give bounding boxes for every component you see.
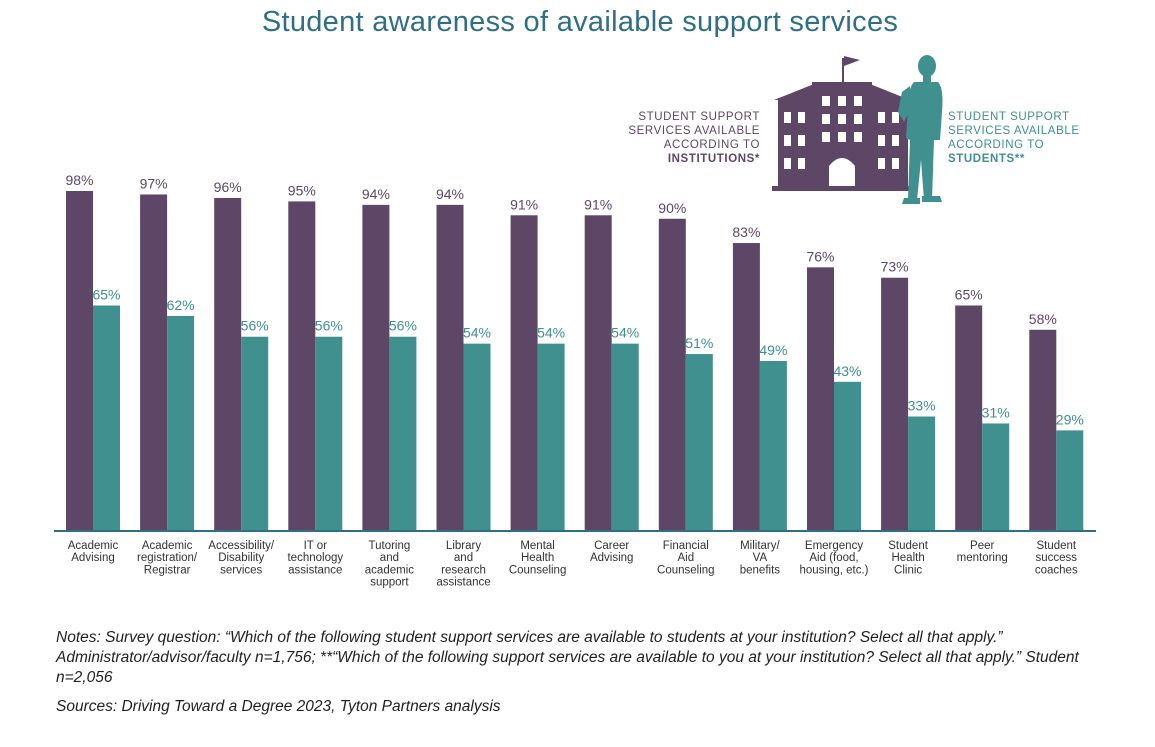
x-tick-label: Tutoring and academic support: [365, 540, 414, 589]
value-label-institutions: 76%: [806, 248, 834, 264]
value-label-institutions: 96%: [214, 179, 242, 195]
x-tick-label: Mental Health Counseling: [509, 540, 567, 576]
x-tick-label: Career Advising: [590, 540, 633, 564]
legend-institutions-line: ACCORDING TO: [663, 139, 760, 151]
x-tick-label: Student Health Clinic: [888, 540, 928, 576]
value-label-students: 65%: [92, 286, 120, 302]
legend-students-line: ACCORDING TO: [948, 139, 1045, 151]
bar-institutions: [140, 194, 168, 531]
value-label-institutions: 91%: [584, 196, 612, 212]
bar-students: [537, 343, 565, 531]
bar-institutions: [214, 197, 242, 531]
x-tick-label: IT or technology assistance: [287, 540, 343, 576]
bar-students: [167, 315, 195, 531]
bar-students: [315, 336, 343, 531]
value-label-institutions: 97%: [140, 175, 168, 191]
bar-students: [685, 354, 713, 531]
bar-institutions: [1029, 329, 1057, 531]
x-tick-label: Academic Advising: [68, 540, 119, 564]
value-label-institutions: 65%: [955, 286, 983, 302]
bar-institutions: [436, 204, 464, 531]
bar-institutions: [732, 243, 760, 531]
legend-students-line: SERVICES AVAILABLE: [948, 125, 1080, 137]
value-label-students: 62%: [167, 297, 195, 313]
bar-students: [611, 343, 639, 531]
value-label-institutions: 98%: [65, 172, 93, 188]
bar-institutions: [658, 218, 686, 531]
bar-students: [759, 361, 787, 531]
x-tick-label: Library and research assistance: [436, 540, 490, 589]
bar-institutions: [955, 305, 983, 531]
value-label-students: 54%: [463, 325, 491, 341]
value-label-institutions: 94%: [362, 186, 390, 202]
legend-students: STUDENT SUPPORT SERVICES AVAILABLE ACCOR…: [948, 110, 1128, 166]
value-label-institutions: 91%: [510, 196, 538, 212]
bar-students: [241, 336, 269, 531]
bar-institutions: [584, 215, 612, 532]
student-silhouette-icon: [898, 55, 943, 204]
bar-students: [389, 336, 417, 531]
value-label-students: 29%: [1056, 411, 1084, 427]
x-tick-label: Accessibility/Disability services: [208, 540, 275, 576]
value-label-students: 54%: [537, 325, 565, 341]
value-label-institutions: 83%: [732, 224, 760, 240]
value-label-students: 56%: [389, 318, 417, 334]
chart-title: Student awareness of available support s…: [261, 6, 899, 38]
x-tick-label: Emergency Aid (food, housing, etc.): [799, 540, 868, 576]
x-tick-label: Student success coaches: [1035, 540, 1078, 576]
bar-students: [982, 423, 1010, 531]
bar-students: [834, 381, 861, 531]
bar-students: [93, 305, 120, 531]
bar-institutions: [362, 204, 390, 531]
value-label-students: 43%: [833, 363, 861, 379]
x-tick-label: Financial Aid Counseling: [657, 540, 715, 576]
bar-students: [463, 343, 491, 531]
value-label-students: 56%: [241, 318, 269, 334]
value-label-institutions: 95%: [288, 182, 316, 198]
value-label-institutions: 94%: [436, 186, 464, 202]
value-label-students: 31%: [982, 404, 1010, 420]
value-label-students: 49%: [759, 342, 787, 358]
x-tick-label: Peer mentoring: [957, 540, 1008, 564]
value-label-students: 51%: [685, 335, 713, 351]
bar-students: [1056, 430, 1084, 531]
notes-text: Notes: Survey question: “Which of the fo…: [56, 629, 1079, 686]
bar-chart: 98% 65% 97% 62% 96% 56% 95% 56% 94% 56% 94% 54% 91% 5…: [54, 55, 1096, 589]
legend-institutions-bold: INSTITUTIONS*: [667, 153, 760, 165]
school-windows: [784, 96, 899, 186]
value-label-students: 33%: [908, 398, 936, 414]
sources-text: Sources: Driving Toward a Degree 2023, T…: [56, 698, 501, 715]
legend-institutions-line: SERVICES AVAILABLE: [628, 125, 760, 137]
legend-students-bold: STUDENTS**: [948, 153, 1025, 165]
legend-institutions: STUDENT SUPPORT SERVICES AVAILABLE ACCOR…: [580, 110, 760, 166]
bar-institutions: [288, 201, 316, 532]
value-label-institutions: 73%: [881, 259, 909, 275]
bar-institutions: [66, 191, 93, 531]
bar-students: [908, 416, 936, 531]
value-label-institutions: 90%: [658, 200, 686, 216]
value-label-institutions: 58%: [1029, 311, 1057, 327]
value-label-students: 56%: [315, 318, 343, 334]
value-label-students: 54%: [611, 325, 639, 341]
bar-institutions: [807, 267, 834, 531]
x-tick-label: Academic registration/Registrar: [137, 540, 198, 576]
x-tick-label: Military/VA benefits: [740, 540, 781, 576]
legend-institutions-line: STUDENT SUPPORT: [638, 111, 760, 123]
bar-institutions: [881, 277, 909, 531]
legend-students-line: STUDENT SUPPORT: [948, 111, 1070, 123]
bar-institutions: [510, 215, 538, 532]
